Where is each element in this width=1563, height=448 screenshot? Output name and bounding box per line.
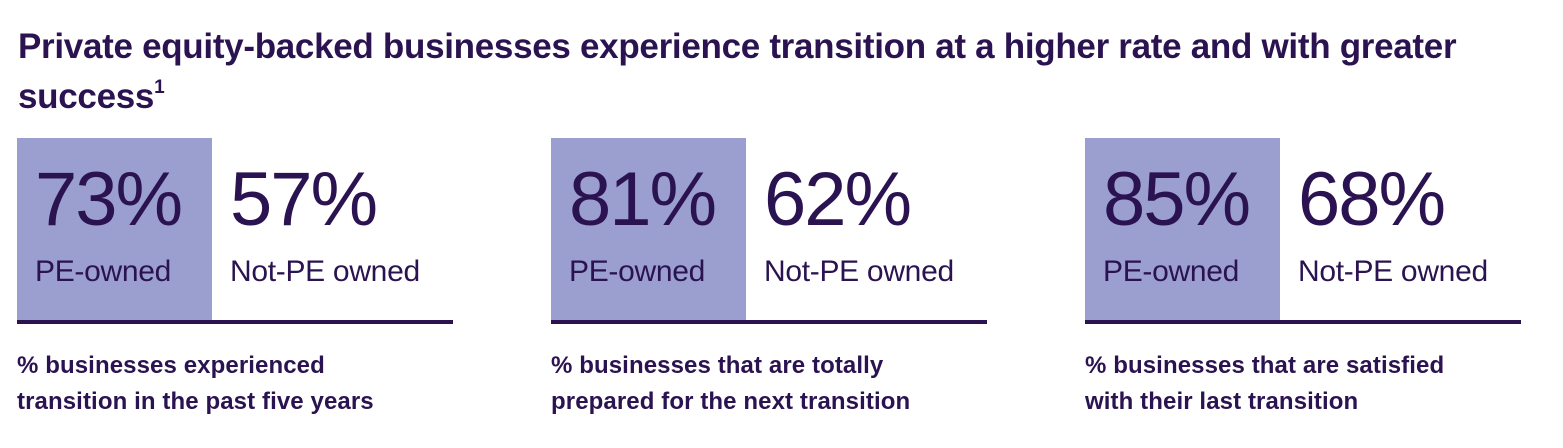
pe-owned-value: 81% (569, 157, 717, 242)
not-pe-owned-stat: 62% Not-PE owned (764, 138, 987, 320)
pe-owned-stat: 85% PE-owned (1085, 138, 1280, 320)
stat-panel-satisfied-last-transition: 85% PE-owned 68% Not-PE owned % business… (1085, 138, 1521, 418)
description-line: with their last transition (1085, 388, 1359, 415)
description-line: % businesses that are satisfied (1085, 352, 1445, 379)
not-pe-owned-value: 68% (1298, 157, 1446, 242)
stat-description: % businesses that are satisfied with the… (1085, 348, 1521, 420)
description-line: % businesses experienced (17, 352, 325, 379)
stat-panel-experienced-transition: 73% PE-owned 57% Not-PE owned % business… (17, 138, 453, 418)
not-pe-owned-label: Not-PE owned (764, 255, 954, 288)
pe-owned-value: 73% (35, 157, 183, 242)
pe-owned-label: PE-owned (35, 255, 172, 288)
description-line: transition in the past five years (17, 388, 374, 415)
pe-owned-label: PE-owned (569, 255, 706, 288)
pe-owned-stat: 73% PE-owned (17, 138, 212, 320)
description-line: % businesses that are totally (551, 352, 884, 379)
pe-owned-label: PE-owned (1103, 255, 1240, 288)
not-pe-owned-stat: 68% Not-PE owned (1298, 138, 1521, 320)
title-text: Private equity-backed businesses experie… (18, 27, 1457, 116)
pe-highlight-box (17, 138, 212, 320)
divider-rule (551, 320, 987, 324)
stat-description: % businesses experienced transition in t… (17, 348, 453, 420)
not-pe-owned-label: Not-PE owned (1298, 255, 1488, 288)
not-pe-owned-stat: 57% Not-PE owned (230, 138, 453, 320)
pe-owned-value: 85% (1103, 157, 1251, 242)
not-pe-owned-value: 62% (764, 157, 912, 242)
pe-owned-stat: 81% PE-owned (551, 138, 746, 320)
divider-rule (17, 320, 453, 324)
pe-highlight-box (1085, 138, 1280, 320)
title-footnote: 1 (154, 77, 165, 98)
page-title: Private equity-backed businesses experie… (18, 22, 1518, 122)
stat-panel-prepared-next-transition: 81% PE-owned 62% Not-PE owned % business… (551, 138, 987, 418)
divider-rule (1085, 320, 1521, 324)
stat-description: % businesses that are totally prepared f… (551, 348, 987, 420)
description-line: prepared for the next transition (551, 388, 911, 415)
pe-highlight-box (551, 138, 746, 320)
not-pe-owned-value: 57% (230, 157, 378, 242)
not-pe-owned-label: Not-PE owned (230, 255, 420, 288)
